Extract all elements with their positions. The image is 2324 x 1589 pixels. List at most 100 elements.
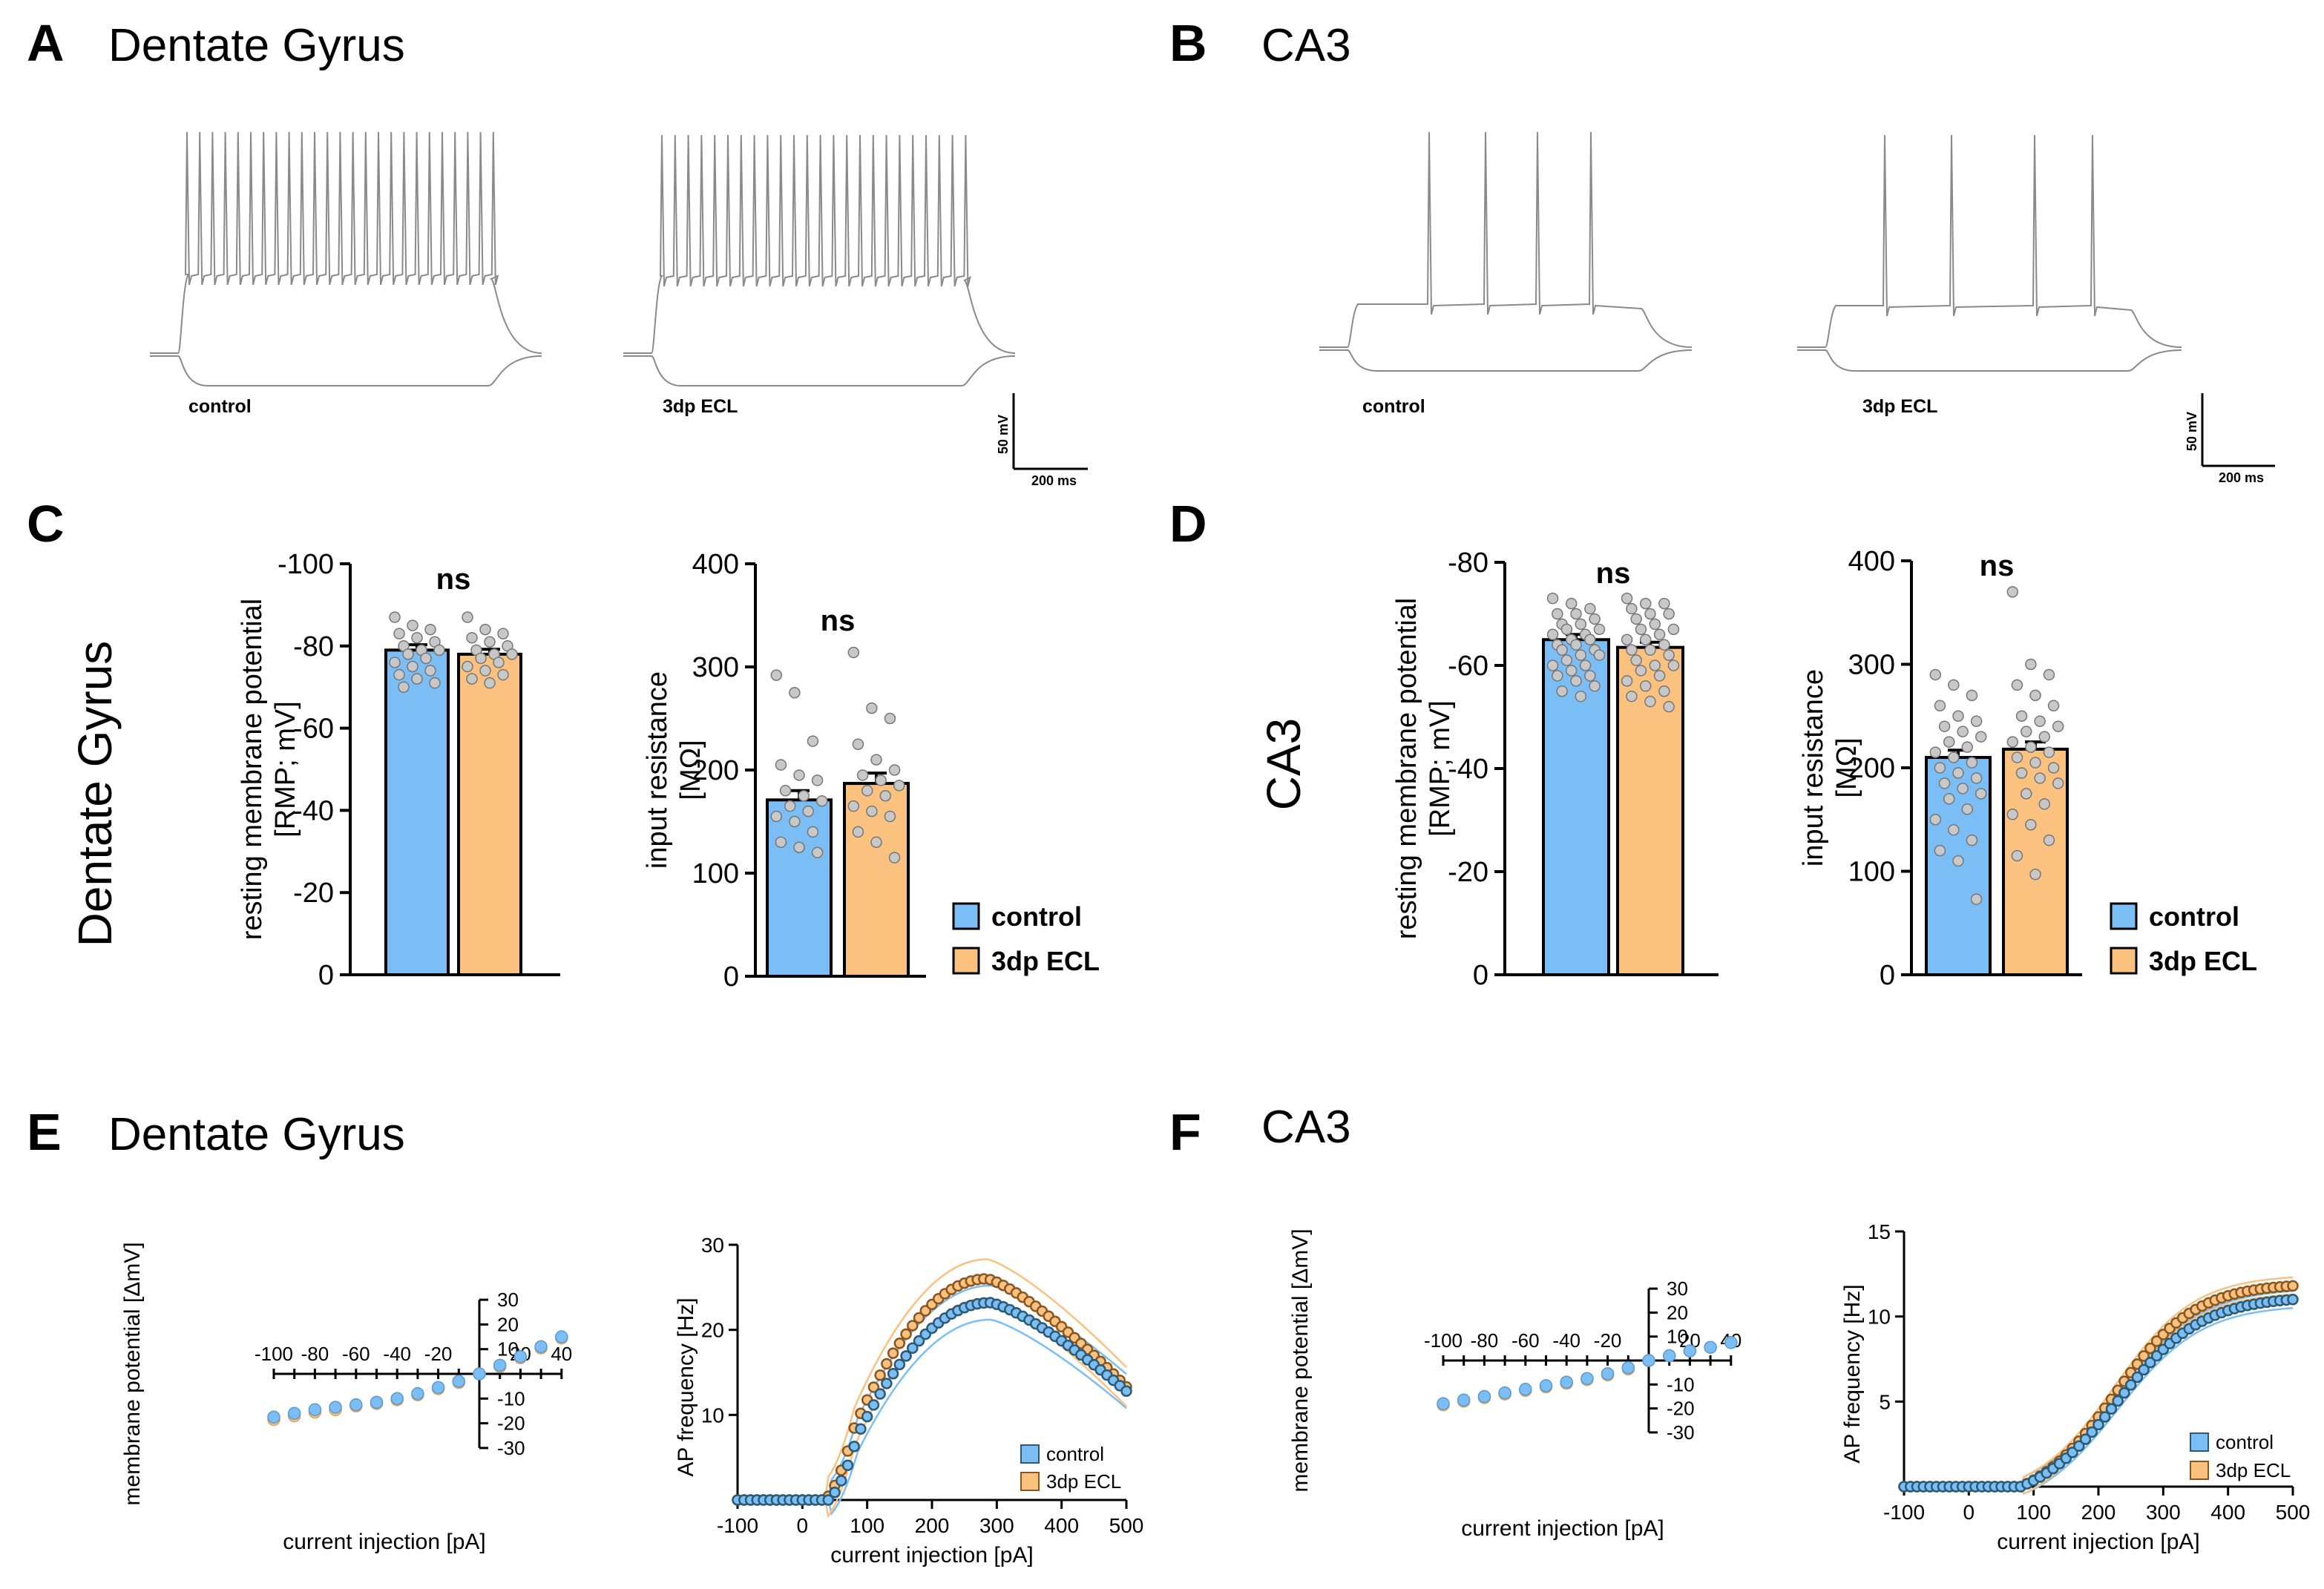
- data-point: [1948, 751, 1960, 763]
- data-point-control: [2124, 1379, 2137, 1391]
- data-point: [2025, 658, 2037, 671]
- data-point-control: [555, 1330, 568, 1343]
- sem-band-upper-control: [1904, 1290, 2294, 1488]
- y-tick-label: -100: [278, 549, 334, 580]
- x-tick-label: 200: [2081, 1501, 2116, 1524]
- y-axis-unit: [RMP; mV]: [270, 701, 301, 838]
- data-point: [870, 836, 882, 849]
- data-point: [815, 794, 828, 807]
- data-point: [1570, 639, 1582, 651]
- data-point: [1957, 726, 1969, 737]
- data-point-control: [848, 1441, 860, 1453]
- legend-swatch-control: [1020, 1444, 1040, 1464]
- y-tick-label: 400: [1848, 546, 1895, 577]
- trace-A-control-depol-trace: [150, 131, 542, 354]
- data-point: [402, 648, 414, 660]
- data-point-3dp-ECL: [867, 1381, 880, 1393]
- x-tick-label: -40: [383, 1343, 411, 1365]
- data-point-control: [2098, 1411, 2111, 1423]
- x-tick-label: 500: [1109, 1514, 1144, 1537]
- data-point: [1565, 597, 1578, 610]
- y-tick-label: 5: [1879, 1390, 1891, 1413]
- data-point: [475, 652, 487, 665]
- y-axis-label: membrane potential [ΔmV]: [1288, 1228, 1313, 1492]
- y-tick-label: 20: [497, 1313, 519, 1335]
- data-point: [2020, 788, 2032, 800]
- y-tick-label: -20: [293, 878, 334, 909]
- trace-B-ecl-depol-trace: [1797, 134, 2182, 348]
- data-point-3dp-ECL: [887, 1347, 899, 1359]
- data-point: [1621, 634, 1633, 645]
- legend-label-ecl: 3dp ECL: [2149, 946, 2257, 976]
- panel-letter-C: C: [27, 495, 65, 553]
- row-title-C: Dentate Gyrus: [68, 641, 122, 947]
- data-point: [789, 815, 801, 828]
- data-point: [506, 648, 518, 660]
- data-point: [1948, 679, 1960, 691]
- data-point: [1938, 777, 1951, 789]
- data-point-control: [370, 1395, 384, 1409]
- data-point: [1630, 613, 1642, 625]
- trace-label-B-ecl: 3dp ECL: [1862, 396, 1937, 417]
- x-tick-label: -60: [1511, 1329, 1540, 1352]
- x-tick-label: 100: [850, 1514, 884, 1537]
- data-point: [1929, 814, 1942, 826]
- chart-ca3-fi: -100 0 100 200 300 400 500 5 10 15 current injecti…: [1840, 1220, 2310, 1554]
- y-tick-label: -80: [1448, 547, 1488, 579]
- data-point-control: [329, 1401, 342, 1414]
- data-point: [1970, 893, 1983, 905]
- x-tick-label: -60: [342, 1343, 370, 1365]
- significance-label: ns: [1596, 557, 1631, 590]
- data-point: [1952, 767, 1964, 779]
- x-tick-label: 400: [1044, 1514, 1079, 1537]
- data-point: [389, 657, 401, 668]
- chart-dg-input-resistance: 0 100 200 300 400 input resistance [MΩ] ns: [642, 549, 926, 993]
- data-point: [811, 774, 824, 786]
- x-tick-label: -80: [301, 1343, 329, 1365]
- significance-label: ns: [821, 605, 856, 637]
- significance-label: ns: [436, 563, 471, 596]
- data-point: [1626, 644, 1638, 656]
- data-point-control: [887, 1367, 899, 1380]
- data-point: [2029, 757, 2041, 769]
- data-point: [1589, 680, 1601, 692]
- data-point: [866, 702, 878, 714]
- trace-A-ecl-hyper-trace: [623, 355, 1016, 386]
- data-point-control: [1120, 1385, 1132, 1397]
- y-axis-unit: [MΩ]: [1831, 737, 1862, 797]
- y-tick-label: 30: [701, 1234, 724, 1257]
- data-point: [861, 785, 873, 797]
- y-axis-label: membrane potential [ΔmV]: [120, 1242, 145, 1505]
- legend-swatch-ecl: [1020, 1472, 1040, 1491]
- data-point: [407, 660, 418, 673]
- y-tick-label: 0: [1473, 960, 1488, 991]
- data-point: [1649, 618, 1661, 631]
- data-point-control: [473, 1367, 486, 1381]
- data-point-control: [1662, 1349, 1676, 1363]
- y-tick-label: 400: [692, 549, 739, 580]
- legend-label-control: control: [991, 901, 1082, 932]
- chart-dg-fi: -100 0 100 200 300 400 500 10 20 30 current inject…: [674, 1234, 1143, 1567]
- data-point: [1565, 665, 1578, 677]
- y-axis-unit: [RMP; mV]: [1425, 700, 1456, 837]
- data-point: [1934, 844, 1946, 857]
- y-tick-label: 30: [497, 1289, 519, 1311]
- data-point: [2043, 834, 2055, 846]
- trace-A-ecl-depol-trace: [623, 134, 1016, 354]
- data-point: [1584, 634, 1596, 645]
- data-point: [1667, 623, 1680, 636]
- data-point: [2011, 849, 2023, 862]
- data-point: [1658, 597, 1670, 610]
- data-point: [466, 631, 478, 644]
- data-point-control: [1724, 1336, 1738, 1349]
- data-point: [2006, 586, 2019, 598]
- data-point: [1560, 654, 1573, 666]
- data-point: [770, 810, 783, 823]
- bar-3dp-ECL: [843, 782, 910, 978]
- y-tick-label: -30: [1667, 1421, 1695, 1444]
- data-point-control: [867, 1399, 880, 1411]
- x-axis-label: current injection [pA]: [1461, 1516, 1664, 1541]
- data-point: [1943, 736, 1955, 748]
- data-point: [2047, 700, 2060, 712]
- data-point: [779, 785, 792, 797]
